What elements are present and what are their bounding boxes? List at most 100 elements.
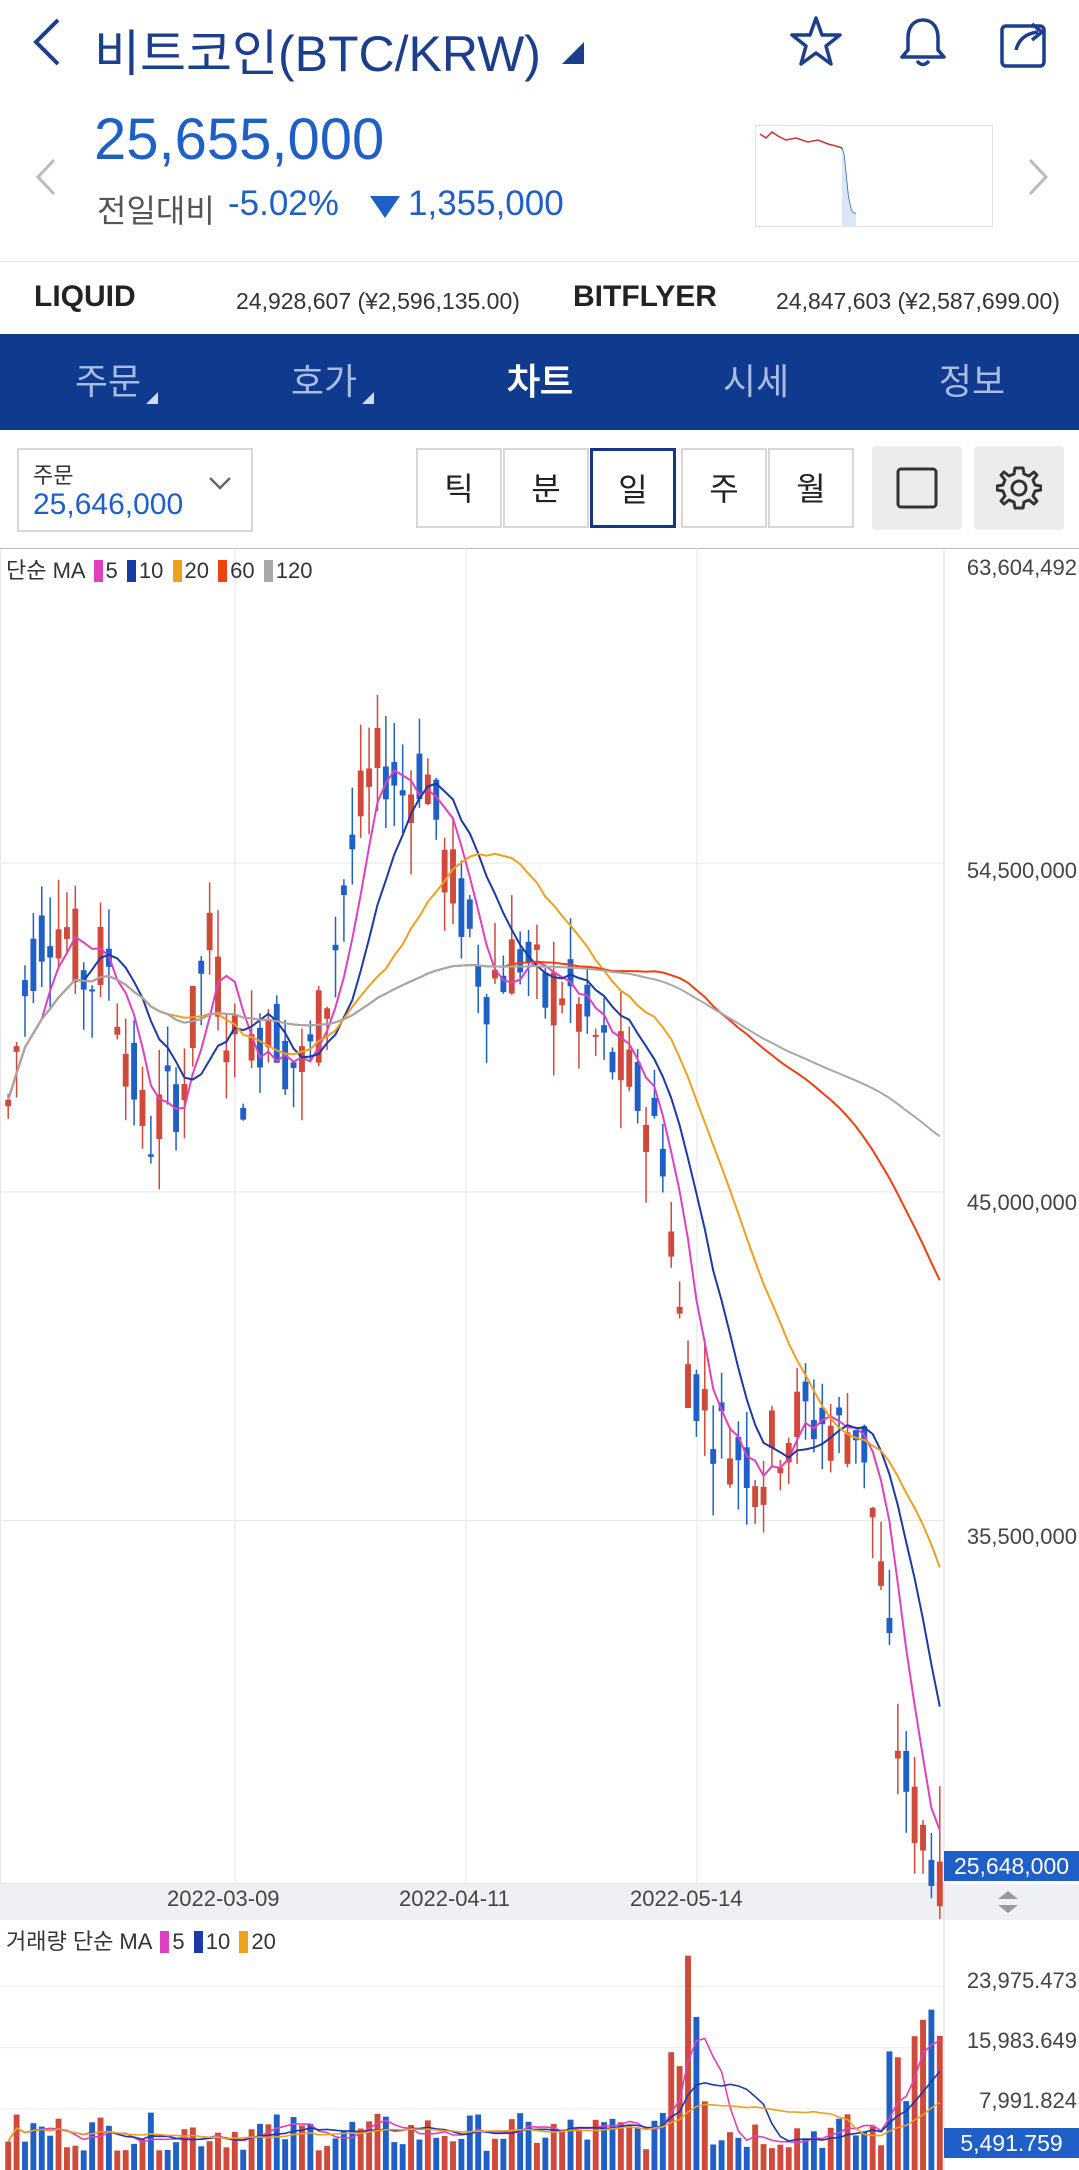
coin-title[interactable]: 비트코인(BTC/KRW) — [94, 26, 541, 82]
down-triangle-icon — [370, 196, 400, 218]
volume-bar — [886, 2051, 893, 2170]
order-value: 25,646,000 — [33, 488, 184, 521]
period-tick[interactable]: 틱 — [416, 448, 502, 528]
chart-type-button[interactable] — [872, 446, 962, 530]
candle — [450, 849, 456, 904]
volume-bar — [38, 2126, 45, 2170]
bell-icon[interactable] — [893, 12, 953, 72]
ma120-swatch — [263, 560, 273, 582]
volume-bar — [542, 2137, 549, 2170]
ma-legend: 단순 MA 5 10 20 60 120 — [6, 553, 312, 585]
period-day[interactable]: 일 — [590, 448, 676, 528]
gear-icon — [996, 466, 1042, 510]
volume-bar — [668, 2052, 675, 2170]
volume-bar — [89, 2122, 96, 2170]
resize-handle-icon[interactable] — [996, 1889, 1020, 1915]
tab-chart[interactable]: 차트 — [432, 334, 648, 430]
candle — [928, 1859, 935, 1886]
exchange-bitflyer-value: 24,847,603 (¥2,587,699.00) — [776, 284, 1060, 316]
tab-market[interactable]: 시세 — [648, 334, 864, 430]
ma5-swatch — [93, 560, 103, 582]
candle — [777, 1467, 784, 1474]
candle — [475, 965, 482, 987]
volume-bar — [500, 2138, 507, 2170]
tab-orderbook[interactable]: 호가 — [216, 334, 432, 430]
candle — [181, 1084, 188, 1101]
chevron-right-icon[interactable] — [1022, 152, 1052, 202]
candle — [22, 980, 28, 997]
volume-bar — [483, 2150, 490, 2170]
volume-bar — [374, 2113, 381, 2170]
volume-bar — [349, 2121, 356, 2170]
candle — [626, 1049, 633, 1087]
period-week[interactable]: 주 — [681, 448, 767, 528]
volume-bar — [601, 2122, 608, 2170]
volume-bar — [769, 2148, 775, 2170]
candle — [752, 1486, 759, 1508]
candle — [525, 941, 532, 964]
candle — [534, 944, 540, 950]
candle — [685, 1364, 691, 1408]
order-price-select[interactable]: 주문 25,646,000 — [17, 448, 253, 532]
period-minute[interactable]: 분 — [503, 448, 589, 528]
candle — [13, 1046, 20, 1052]
volume-bar — [55, 2118, 62, 2170]
candle — [315, 990, 322, 1063]
volume-bar — [223, 2147, 230, 2170]
vma10-swatch — [193, 1931, 203, 1953]
candle — [760, 1486, 767, 1505]
chart-settings-button[interactable] — [974, 446, 1064, 530]
candle — [567, 959, 574, 987]
volume-axis-label: 7,991.824 — [979, 2088, 1077, 2113]
ma-label: 5 — [105, 558, 118, 583]
volume-bar — [257, 2123, 263, 2170]
candle — [769, 1410, 775, 1448]
candle — [30, 938, 37, 991]
price-chart[interactable] — [0, 548, 1079, 2170]
candle — [374, 727, 381, 768]
y-axis-label: 54,500,000 — [966, 858, 1077, 883]
volume-bar — [340, 2131, 347, 2170]
volume-bar — [64, 2147, 70, 2170]
volume-bar — [894, 2057, 901, 2170]
volume-bar — [475, 2114, 482, 2170]
candle — [89, 989, 96, 992]
candle — [878, 1561, 884, 1586]
candle — [282, 1040, 289, 1090]
tab-label: 정보 — [938, 361, 1006, 402]
volume-bar — [433, 2137, 440, 2170]
back-icon[interactable] — [28, 14, 68, 70]
tab-label: 차트 — [506, 361, 574, 402]
ma-label: 20 — [251, 1929, 276, 1954]
volume-bar — [72, 2145, 79, 2170]
volume-bar — [903, 2101, 910, 2170]
star-icon[interactable] — [786, 12, 846, 72]
volume-bar — [366, 2121, 373, 2170]
volume-bar — [466, 2115, 473, 2170]
candle — [743, 1447, 750, 1489]
tab-order[interactable]: 주문 — [0, 334, 216, 430]
volume-bar — [651, 2120, 658, 2170]
compare-amount: 1,355,000 — [408, 184, 564, 223]
volume-bar — [164, 2149, 171, 2170]
candle — [408, 794, 414, 823]
y-axis-label: 63,604,492 — [966, 555, 1077, 580]
share-icon[interactable] — [996, 12, 1056, 72]
candle — [794, 1391, 801, 1438]
chevron-down-icon[interactable] — [562, 42, 584, 64]
volume-bar — [147, 2112, 154, 2170]
volume-bar — [357, 2128, 364, 2170]
candle — [248, 1034, 255, 1061]
volume-bar — [525, 2121, 532, 2170]
candle — [307, 1034, 314, 1042]
volume-bar — [609, 2118, 616, 2170]
chevron-left-icon[interactable] — [32, 152, 62, 202]
tab-info[interactable]: 정보 — [864, 334, 1079, 430]
period-month[interactable]: 월 — [768, 448, 854, 528]
volume-bar — [47, 2135, 54, 2170]
tab-menu-icon — [362, 392, 374, 404]
volume-bar — [752, 2124, 759, 2170]
volume-bar — [794, 2128, 801, 2170]
volume-bar — [869, 2126, 876, 2170]
candle — [550, 972, 557, 1026]
